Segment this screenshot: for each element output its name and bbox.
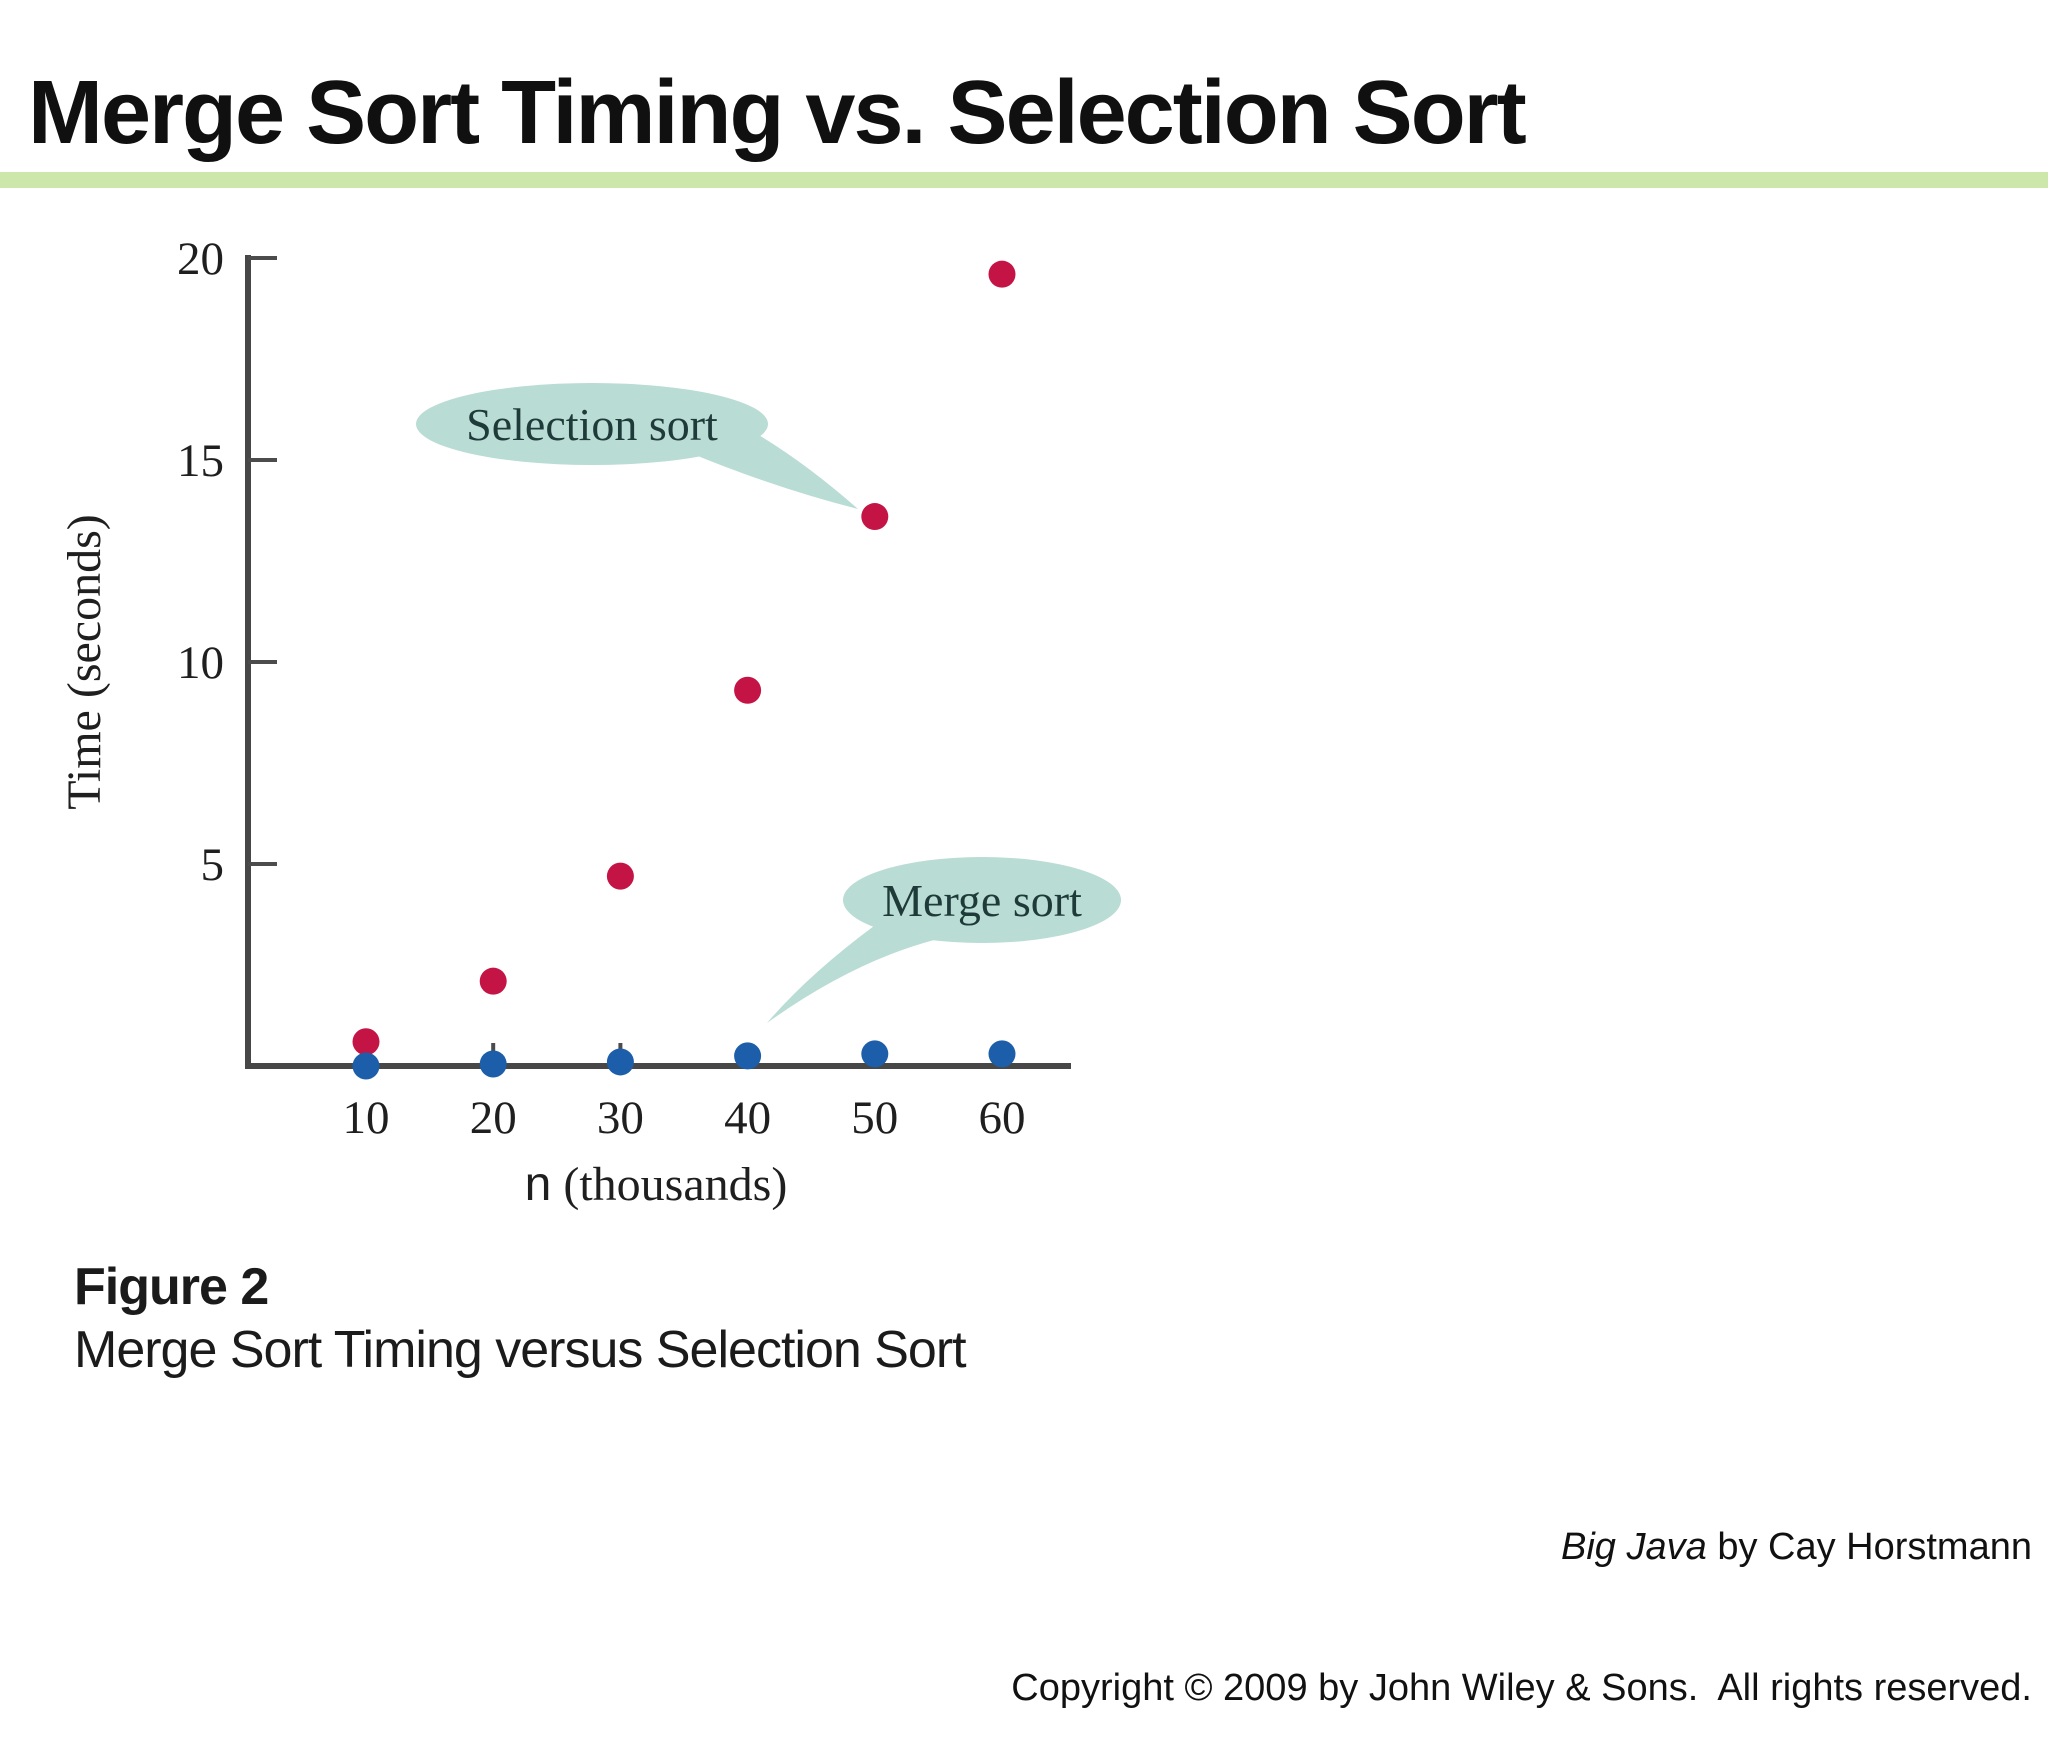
book-title: Big Java xyxy=(1561,1526,1707,1568)
axis-ticks: 5 10 15 20 10 20 30 40 50 60 xyxy=(177,233,1026,1144)
scatter-chart: 5 10 15 20 10 20 30 40 50 60 Time (seconds) n (th… xyxy=(58,233,1121,1211)
selection-sort-dot xyxy=(352,1028,380,1056)
y-tick-label: 10 xyxy=(177,637,224,689)
x-axis-title-units: (thousands) xyxy=(551,1158,787,1211)
selection-sort-dot xyxy=(861,503,889,531)
book-byline: by Cay Horstmann xyxy=(1706,1526,2032,1568)
selection-sort-dot xyxy=(988,260,1016,288)
callout-tail xyxy=(767,926,934,1023)
selection-sort-callout: Selection sort xyxy=(416,383,858,509)
callout-label: Merge sort xyxy=(882,875,1082,926)
copyright-line: Copyright © 2009 by John Wiley & Sons. A… xyxy=(1011,1667,2032,1709)
callout-label: Selection sort xyxy=(466,399,718,450)
figure-label: Figure 2 xyxy=(74,1258,269,1316)
data-points xyxy=(352,260,1016,1080)
merge-sort-dot xyxy=(479,1050,507,1078)
x-tick-label: 60 xyxy=(979,1092,1026,1144)
x-tick-label: 40 xyxy=(724,1092,771,1144)
y-tick-label: 15 xyxy=(177,435,224,487)
x-tick-label: 20 xyxy=(470,1092,517,1144)
callout-bubble xyxy=(416,383,768,465)
selection-sort-dot xyxy=(734,676,762,704)
x-axis-title: n (thousands) xyxy=(525,1158,788,1211)
axis-frame xyxy=(245,255,1071,1069)
figure-caption: Figure 2 Merge Sort Timing versus Select… xyxy=(74,1256,967,1382)
axes xyxy=(245,255,1071,1069)
merge-sort-dot xyxy=(734,1042,762,1070)
x-tick-label: 30 xyxy=(597,1092,644,1144)
slide-title: Merge Sort Timing vs. Selection Sort xyxy=(28,63,1527,163)
merge-sort-callout: Merge sort xyxy=(767,857,1121,1023)
x-axis-title-variable: n xyxy=(525,1158,552,1211)
y-tick-label: 20 xyxy=(177,233,224,285)
merge-sort-dot xyxy=(861,1040,889,1068)
merge-sort-dot xyxy=(988,1040,1016,1068)
x-tick-label: 50 xyxy=(851,1092,898,1144)
merge-sort-dot xyxy=(352,1052,380,1080)
footer-credits: Big Java by Cay Horstmann Copyright © 20… xyxy=(1011,1430,2032,1759)
selection-sort-dot xyxy=(479,967,507,995)
selection-sort-dot xyxy=(606,862,634,890)
y-axis-title: Time (seconds) xyxy=(58,514,111,810)
merge-sort-dot xyxy=(606,1048,634,1076)
callout-bubble xyxy=(843,857,1121,943)
accent-bar xyxy=(0,172,2048,188)
x-tick-label: 10 xyxy=(343,1092,390,1144)
book-credit-line: Big Java by Cay Horstmann xyxy=(1011,1524,2032,1571)
figure-caption-text: Merge Sort Timing versus Selection Sort xyxy=(74,1321,967,1379)
y-tick-label: 5 xyxy=(201,839,225,891)
